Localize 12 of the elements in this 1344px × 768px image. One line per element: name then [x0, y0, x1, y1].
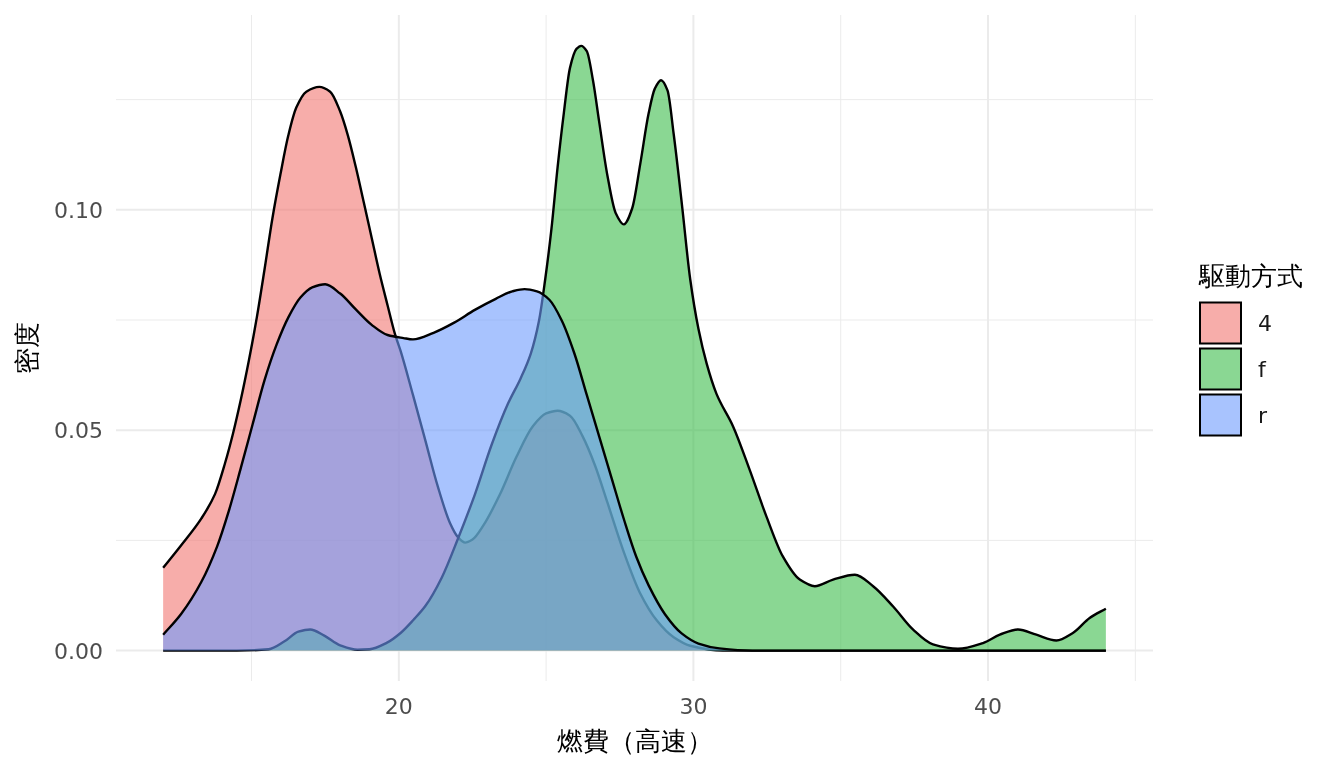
- legend-title: 駆動方式: [1198, 260, 1303, 291]
- y-tick-label: 0.05: [54, 418, 103, 444]
- legend-label: 4: [1258, 310, 1272, 336]
- x-tick-label: 20: [384, 694, 413, 719]
- x-tick-label: 30: [679, 694, 708, 719]
- legend-label: f: [1258, 356, 1267, 382]
- y-tick-label: 0.00: [54, 638, 103, 664]
- x-tick-label: 40: [974, 694, 1003, 719]
- legend-label: r: [1258, 402, 1268, 428]
- x-axis-title: 燃費（高速）: [556, 726, 713, 756]
- y-axis-title: 密度: [12, 322, 42, 374]
- y-tick-label: 0.10: [54, 197, 103, 223]
